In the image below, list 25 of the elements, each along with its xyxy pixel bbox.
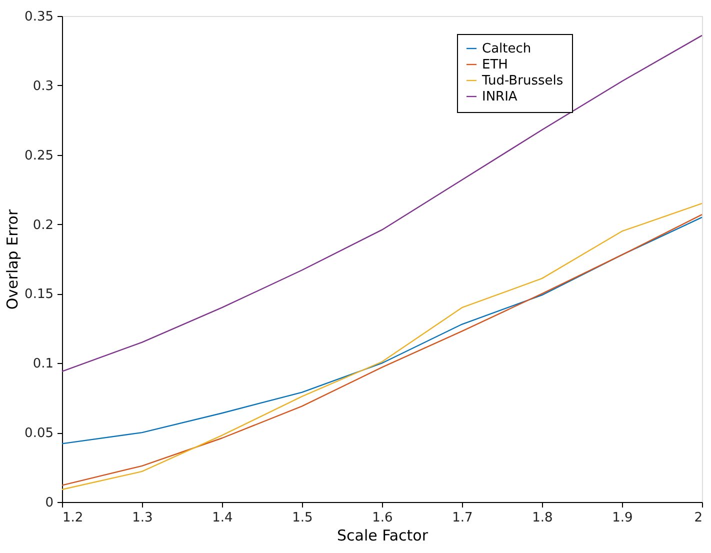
legend-label: ETH xyxy=(482,58,508,72)
y-tick-label: 0.15 xyxy=(24,287,54,302)
y-tick-label: 0.25 xyxy=(24,148,54,164)
line-series xyxy=(61,216,703,444)
x-tick-label: 1.6 xyxy=(372,510,393,526)
line-series xyxy=(61,34,703,372)
legend-label: Tud-Brussels xyxy=(481,74,564,88)
x-axis-title: Scale Factor xyxy=(336,526,429,544)
y-tick-label: 0.35 xyxy=(24,10,54,24)
x-tick-label: 1.9 xyxy=(612,510,633,526)
x-tick-label: 1.5 xyxy=(292,510,313,526)
x-tick-label: 1.2 xyxy=(62,510,84,526)
legend-label: Caltech xyxy=(482,42,532,56)
x-tick-label: 1.3 xyxy=(132,510,153,526)
y-tick-label: 0.1 xyxy=(32,356,54,372)
y-axis-title: Overlap Error xyxy=(4,208,22,310)
y-tick-label: 0 xyxy=(45,496,54,510)
y-tick-label: 0.3 xyxy=(32,78,54,94)
x-tick-label: 2 xyxy=(694,510,702,526)
x-tick-label: 1.4 xyxy=(212,510,233,526)
x-tick-label: 1.7 xyxy=(452,510,473,526)
legend-label: INRIA xyxy=(482,90,518,104)
y-tick-label: 0.05 xyxy=(24,426,54,442)
y-tick-label: 0.2 xyxy=(32,218,54,233)
x-tick-label: 1.8 xyxy=(532,510,553,526)
